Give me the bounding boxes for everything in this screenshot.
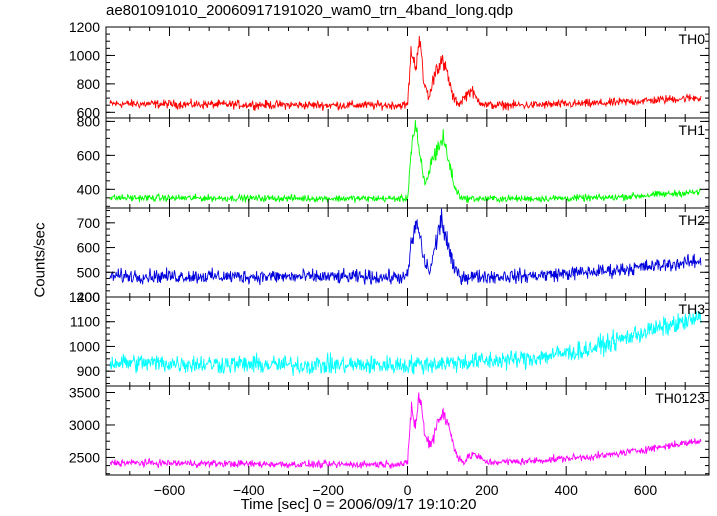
panel-label-th2: TH2	[679, 212, 706, 228]
x-tick-label: 400	[555, 482, 579, 498]
panel-frame-2	[105, 117, 710, 209]
y-tick-label: 800	[77, 76, 101, 92]
chart-title: ae801091010_20060917191020_wam0_trn_4ban…	[106, 2, 514, 19]
series-line-th3	[109, 311, 702, 376]
x-tick-label: −400	[233, 482, 265, 498]
y-tick-label: 600	[77, 147, 101, 163]
y-tick-label: 1200	[69, 19, 100, 35]
y-tick-label: 1100	[70, 314, 100, 330]
y-tick-label: 1200	[69, 289, 100, 305]
y-tick-label: 400	[77, 289, 101, 305]
y-tick-label: 600	[77, 240, 101, 256]
y-tick-label: 1000	[69, 338, 100, 354]
y-tick-label: 2500	[69, 449, 100, 465]
x-tick-label: −600	[154, 482, 186, 498]
y-tick-label: 500	[77, 264, 101, 280]
y-tick-label: 400	[77, 181, 101, 197]
y-tick-label: 3000	[69, 417, 100, 433]
y-tick-label: 600	[77, 104, 101, 120]
panel-label-th0: TH0	[679, 31, 706, 47]
series-line-th2	[109, 208, 702, 286]
y-tick-label: 900	[77, 363, 101, 379]
series-line-th0	[109, 35, 702, 111]
panel-label-th1: TH1	[679, 122, 706, 138]
panel-label-th0123: TH0123	[655, 390, 705, 406]
panel-label-th3: TH3	[679, 301, 706, 317]
series-line-th1	[109, 120, 702, 204]
x-tick-label: 0	[404, 482, 412, 498]
y-tick-label: 3500	[69, 384, 100, 400]
y-tick-label: 700	[77, 215, 101, 231]
x-tick-label: 200	[475, 482, 499, 498]
x-axis-label: Time [sec] 0 = 2006/09/17 19:10:20	[240, 496, 477, 513]
panel-frame-4	[105, 296, 710, 387]
y-tick-label: 1000	[69, 47, 100, 63]
panel-frame-3	[105, 207, 710, 298]
series-line-th0123	[109, 392, 702, 469]
x-tick-label: −200	[312, 482, 344, 498]
x-tick-label: 600	[634, 482, 658, 498]
y-tick-label: 800	[77, 113, 101, 129]
